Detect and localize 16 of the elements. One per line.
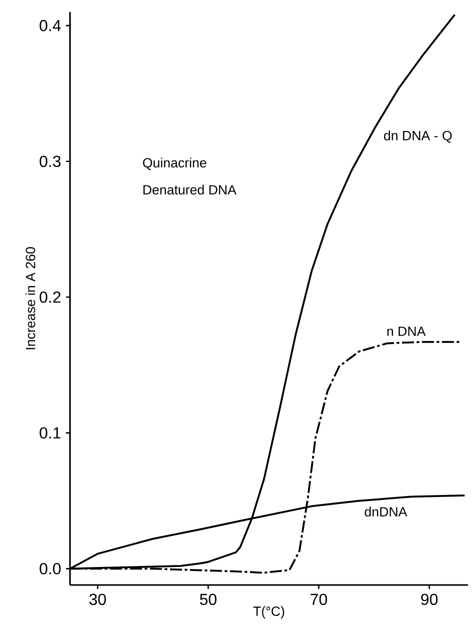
series-label: dn DNA - Q [384,130,452,143]
x-tick-label: 90 [421,594,438,606]
annotation: Denatured DNA [143,184,236,195]
x-tick-label: 30 [89,594,106,606]
y-tick-label: 0.1 [40,427,61,439]
y-tick-label: 0.2 [40,291,60,303]
x-axis-title: T(°C) [253,606,284,619]
y-tick-label: 0.0 [40,563,61,574]
y-axis-title: Increase in A 260 [25,247,36,350]
annotation: Quinacrine [142,158,206,170]
x-tick-label: 70 [310,594,328,606]
x-tick-label: 50 [200,594,216,606]
y-tick-label: 0.4 [40,20,61,32]
series-label: dnDNA [364,506,408,517]
y-tick-label: 0.3 [40,156,61,168]
series-label: n DNA [387,326,426,336]
